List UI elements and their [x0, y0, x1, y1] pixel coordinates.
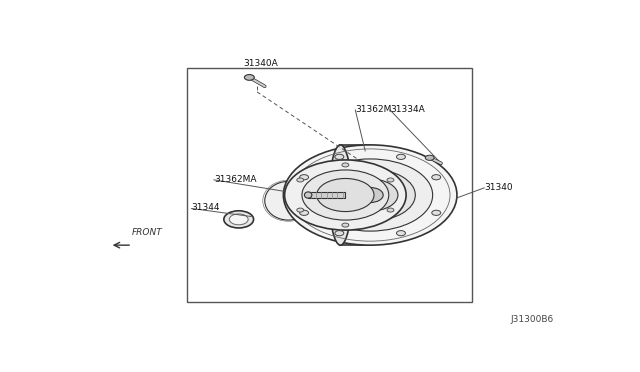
- Text: 31362MA: 31362MA: [214, 175, 257, 184]
- Circle shape: [317, 179, 374, 212]
- Circle shape: [387, 178, 394, 182]
- Bar: [187, 68, 472, 302]
- Circle shape: [432, 174, 441, 180]
- Circle shape: [297, 208, 304, 212]
- Text: 31362M: 31362M: [355, 105, 392, 113]
- Circle shape: [308, 159, 433, 231]
- Circle shape: [302, 170, 388, 220]
- Text: 31334A: 31334A: [390, 105, 425, 113]
- Ellipse shape: [265, 182, 312, 220]
- Circle shape: [432, 210, 441, 215]
- Circle shape: [357, 187, 383, 202]
- Circle shape: [397, 231, 405, 236]
- Circle shape: [335, 154, 344, 160]
- Circle shape: [335, 231, 344, 236]
- Circle shape: [387, 208, 394, 212]
- Circle shape: [229, 214, 248, 225]
- Text: 31344: 31344: [191, 203, 220, 212]
- Circle shape: [297, 178, 304, 182]
- Text: 31340A: 31340A: [244, 59, 278, 68]
- Circle shape: [244, 74, 254, 80]
- Text: 31340: 31340: [484, 183, 513, 192]
- Circle shape: [224, 211, 253, 228]
- Ellipse shape: [329, 145, 351, 245]
- Circle shape: [285, 160, 406, 230]
- Circle shape: [284, 145, 457, 245]
- Circle shape: [325, 169, 415, 221]
- Circle shape: [342, 223, 349, 227]
- Circle shape: [342, 179, 398, 211]
- Ellipse shape: [305, 192, 312, 198]
- Text: J31300B6: J31300B6: [511, 315, 554, 324]
- Circle shape: [342, 163, 349, 167]
- Text: FRONT: FRONT: [132, 228, 163, 237]
- Circle shape: [397, 154, 405, 160]
- Circle shape: [300, 210, 308, 215]
- Circle shape: [300, 174, 308, 180]
- Bar: [308, 192, 346, 198]
- Circle shape: [425, 155, 434, 160]
